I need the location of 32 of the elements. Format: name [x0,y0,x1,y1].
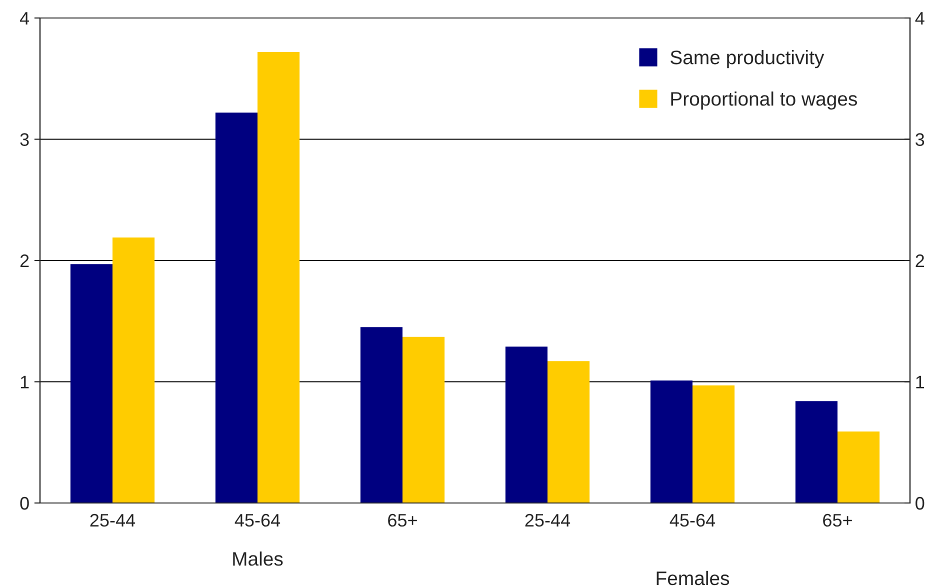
y-tick-label: 4 [20,12,30,25]
legend-label: Proportional to wages [671,92,858,110]
bar [215,112,258,503]
x-tick-label: 65+ [388,514,417,527]
x-tick-label: 45-64 [234,514,280,527]
text: Males [233,552,283,566]
bar [548,361,590,503]
text: Females [656,570,730,586]
y2-tick-label: 1 [916,376,924,388]
y2-tick-label: 2 [916,254,924,268]
y2-tick-label: 0 [916,496,924,510]
bar [692,385,735,503]
y-tick-label: 1 [20,376,29,388]
x-tick-label: 45-64 [670,514,716,527]
bar [258,52,300,503]
x-tick-label: 25-44 [90,514,136,527]
bar [795,401,838,503]
bar [70,264,112,503]
bar [650,380,692,503]
bar [505,346,548,503]
bar [402,336,445,503]
y-tick-label: 2 [20,254,29,268]
bar [112,237,155,503]
y-tick-label: 3 [20,133,29,146]
x-tick-label: 65+ [823,514,852,527]
bar [838,431,880,503]
legend-label: Same productivity [670,50,824,68]
y-tick-label: 0 [20,496,29,510]
bar [360,327,402,503]
y2-tick-label: 4 [915,12,924,25]
y2-tick-label: 3 [916,133,924,146]
x-tick-label: 25-44 [525,514,570,527]
